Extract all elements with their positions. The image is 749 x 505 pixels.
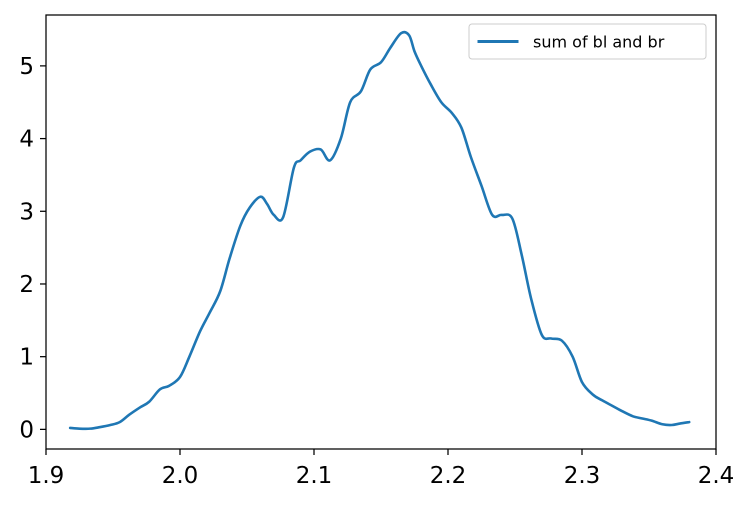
series-layer: [68, 30, 691, 431]
x-axis-ticks: 1.9 2.0 2.1 2.2 2.3 2.4: [28, 449, 735, 489]
x-tick-label: 2.3: [564, 463, 601, 489]
x-tick-label: 2.0: [162, 463, 199, 489]
series-line: [68, 30, 691, 431]
y-tick-label: 1: [19, 345, 34, 371]
y-tick-label: 3: [19, 199, 34, 225]
plot-area: 0 1 2 3 4 5 1.9 2.0 2.1 2.2 2.3 2.4: [19, 14, 735, 489]
x-tick-label: 2.2: [430, 463, 467, 489]
y-tick-label: 4: [19, 127, 34, 153]
legend-label: sum of bl and br: [533, 33, 665, 52]
axes-frame: [45, 14, 717, 450]
x-tick-label: 1.9: [28, 463, 65, 489]
y-tick-label: 5: [19, 54, 34, 80]
x-tick-label: 2.4: [698, 463, 735, 489]
legend-box: [468, 23, 707, 60]
legend: sum of bl and br: [468, 23, 707, 60]
y-tick-label: 2: [19, 272, 34, 298]
y-axis-ticks: 0 1 2 3 4 5: [19, 54, 46, 443]
y-tick-label: 0: [19, 417, 34, 443]
x-tick-label: 2.1: [296, 463, 333, 489]
